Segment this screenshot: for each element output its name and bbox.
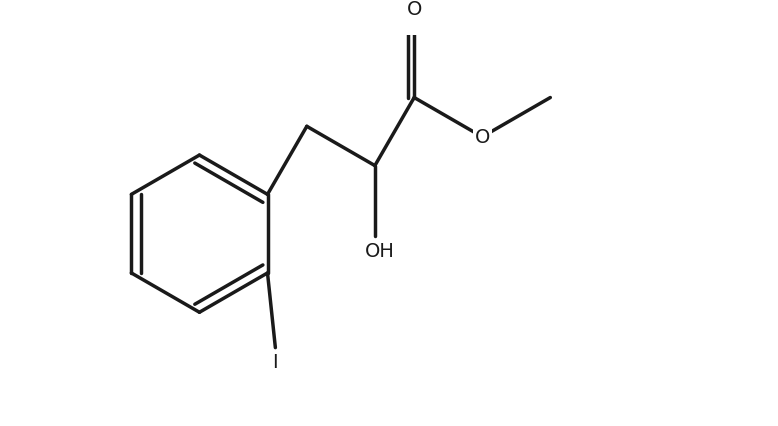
Text: OH: OH [365, 242, 394, 260]
Text: I: I [272, 352, 279, 371]
Text: O: O [475, 128, 490, 147]
Text: O: O [406, 0, 422, 19]
